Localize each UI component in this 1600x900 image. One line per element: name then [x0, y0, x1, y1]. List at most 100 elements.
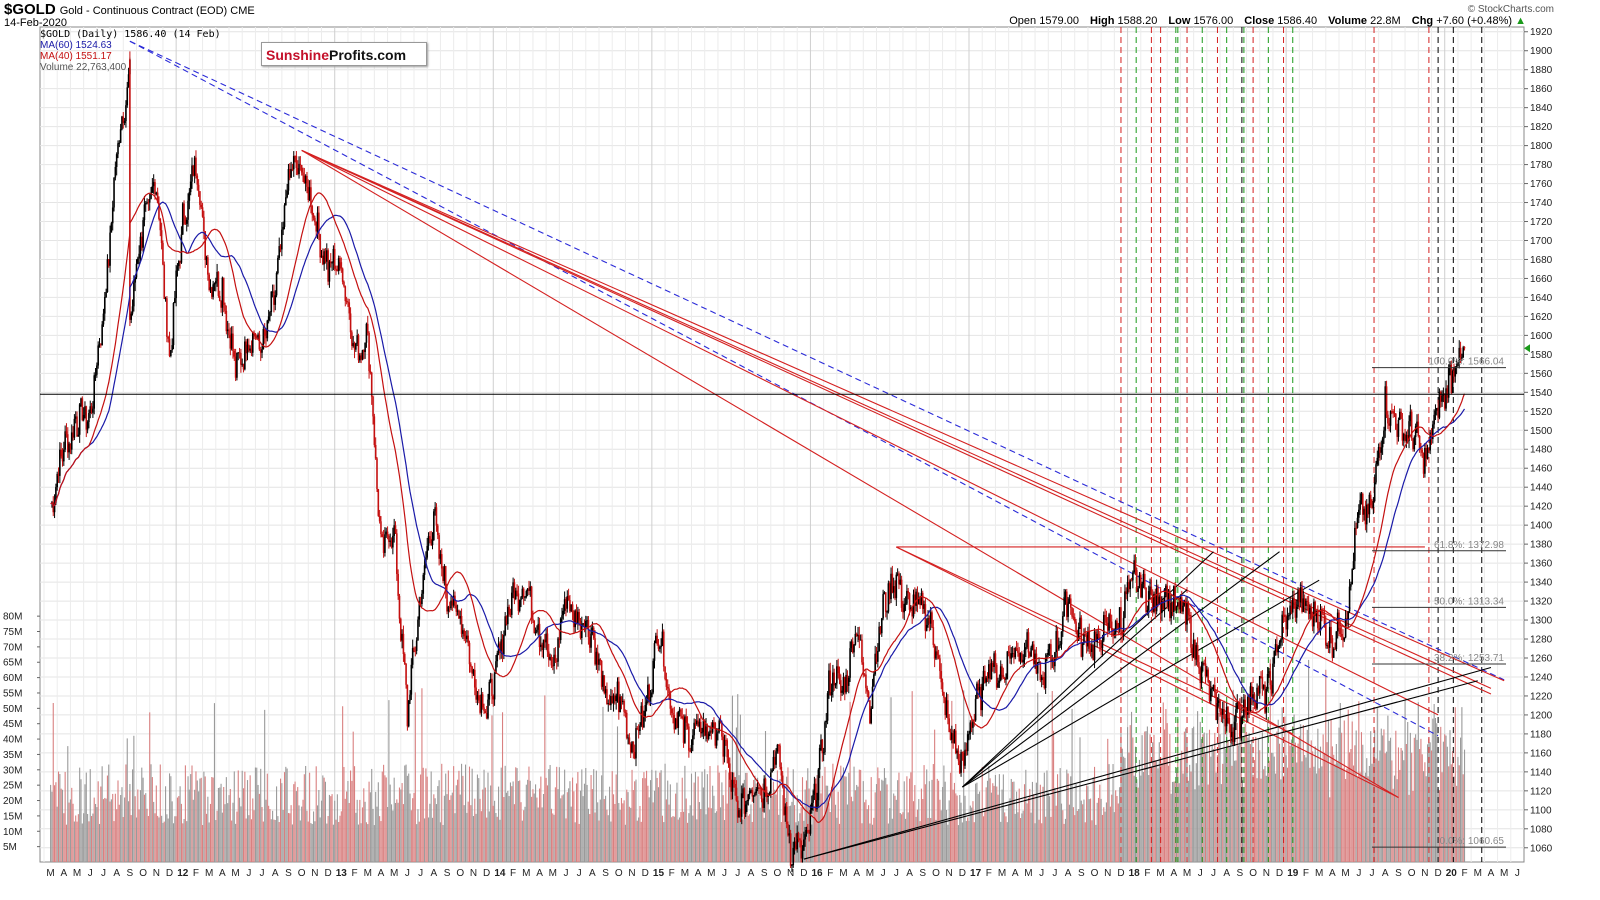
candle-body	[279, 246, 282, 250]
candle-body	[1367, 504, 1369, 515]
candle-body	[1350, 584, 1352, 587]
candle-body	[870, 708, 873, 724]
candle-body	[1219, 700, 1221, 712]
y-tick-label: 1420	[1530, 502, 1553, 513]
candle-body	[676, 718, 678, 728]
candle-body	[1443, 394, 1446, 409]
candle-body	[249, 348, 251, 351]
candle-body	[230, 333, 233, 349]
candle-body	[1310, 607, 1313, 619]
candle-body	[236, 352, 238, 378]
candle-body	[678, 709, 681, 712]
candle-body	[768, 793, 771, 796]
candle-body	[111, 207, 114, 224]
candle-body	[970, 722, 973, 728]
candle-body	[82, 414, 85, 421]
candle-body	[927, 618, 929, 625]
candle-body	[1126, 582, 1129, 595]
candle-body	[463, 630, 466, 637]
candle-body	[842, 677, 845, 691]
candle-body	[127, 74, 130, 88]
candle-body	[1146, 610, 1149, 613]
candle-body	[245, 341, 247, 354]
x-tick-label: J	[894, 868, 899, 879]
candle-body	[1340, 633, 1343, 637]
candle-body	[485, 713, 488, 719]
candle-body	[599, 659, 602, 661]
candle-body	[325, 250, 328, 262]
candle-body	[547, 651, 550, 660]
candle-body	[394, 525, 397, 534]
fibonacci-label: 0.0%: 1060.65	[1440, 836, 1505, 847]
candle-body	[805, 830, 808, 835]
candle-body	[366, 323, 369, 333]
x-tick-label: M	[1474, 868, 1482, 879]
x-tick-label: J	[260, 868, 265, 879]
x-tick-label: N	[153, 868, 160, 879]
candle-body	[1221, 709, 1224, 715]
candle-body	[951, 733, 953, 740]
candle-body	[816, 800, 818, 810]
candle-body	[1398, 411, 1401, 420]
x-tick-label: M	[839, 868, 847, 879]
candle-body	[213, 283, 216, 285]
candle-body	[488, 681, 491, 700]
x-tick-label: S	[919, 868, 926, 879]
candle-body	[512, 582, 514, 593]
candle-body	[684, 716, 686, 743]
x-tick-label: J	[405, 868, 410, 879]
candle-body	[674, 718, 677, 730]
y-tick-label: 1800	[1530, 141, 1553, 152]
candle-body	[184, 217, 187, 224]
x-tick-label: M	[1341, 868, 1349, 879]
x-tick-label: N	[628, 868, 635, 879]
candle-body	[920, 592, 923, 606]
candle-body	[1223, 709, 1225, 719]
candle-body	[495, 661, 497, 674]
candle-body	[1254, 702, 1257, 709]
y-tick-label: 1360	[1530, 559, 1553, 570]
candle-body	[402, 633, 405, 655]
fibonacci-label: 100.0%: 1566.04	[1428, 357, 1504, 368]
x-tick-label: A	[1012, 868, 1019, 879]
candle-body	[1450, 363, 1453, 394]
x-tick-label: O	[139, 868, 147, 879]
candle-body	[1433, 414, 1435, 425]
candle-body	[592, 627, 595, 639]
candle-body	[1395, 413, 1397, 430]
candle-body	[907, 590, 910, 594]
candle-body	[60, 449, 62, 457]
candle-body	[780, 766, 783, 776]
candle-body	[106, 259, 109, 292]
candle-body	[887, 583, 890, 612]
candle-body	[429, 536, 431, 539]
candle-body	[434, 507, 436, 512]
candle-body	[1038, 661, 1040, 663]
y-tick-label: 1260	[1530, 653, 1553, 664]
candle-body	[1453, 370, 1455, 377]
candle-body	[752, 795, 755, 797]
candle-body	[792, 847, 795, 866]
candle-body	[1445, 388, 1447, 409]
copyright: © StockCharts.com	[1467, 4, 1554, 15]
candle-body	[607, 703, 610, 705]
candle-body	[507, 606, 509, 625]
x-tick-label: S	[127, 868, 134, 879]
candle-body	[1040, 676, 1043, 681]
candle-body	[986, 677, 989, 679]
candle-body	[69, 443, 72, 450]
candle-body	[1384, 386, 1387, 431]
candle-body	[1097, 633, 1100, 638]
candle-body	[559, 618, 562, 641]
candle-body	[73, 418, 76, 438]
candle-body	[579, 620, 582, 639]
candle-body	[221, 277, 224, 308]
y-tick-label: 1820	[1530, 122, 1553, 133]
x-tick-label: O	[1408, 868, 1416, 879]
candle-body	[1110, 621, 1113, 631]
candle-body	[152, 182, 155, 187]
trend-black	[962, 551, 1214, 788]
candle-body	[283, 205, 286, 227]
candle-body	[1130, 580, 1133, 582]
candle-body	[1079, 617, 1081, 627]
